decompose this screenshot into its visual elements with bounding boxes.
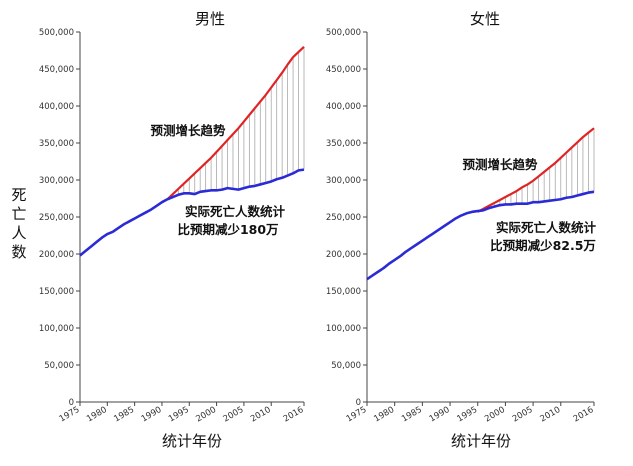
x-tick-label: 2010 [249, 405, 273, 424]
y-tick-label: 50,000 [331, 361, 361, 371]
x-tick-label: 1995 [167, 405, 191, 424]
y-tick-label: 100,000 [39, 324, 74, 334]
y-tick-label: 400,000 [39, 102, 74, 112]
y-tick-label: 0 [69, 398, 74, 408]
x-tick-label: 1975 [345, 405, 369, 424]
series-female [366, 127, 595, 281]
y-tick-label: 450,000 [326, 65, 361, 75]
x-tick-label: 2000 [483, 405, 507, 424]
annotation-projected-trend-male: 预测增长趋势 [150, 123, 226, 138]
y-tick-label: 450,000 [39, 65, 74, 75]
panel-title-female: 女性 [470, 10, 500, 28]
x-tick-label: 1990 [140, 405, 164, 424]
x-tick-label: 1985 [112, 405, 136, 424]
actual-deaths-line-male [79, 168, 305, 257]
annotation-reduction-male: 比预期减少180万 [177, 222, 278, 237]
actual-deaths-line-female [366, 190, 595, 281]
y-tick-label: 250,000 [326, 213, 361, 223]
gap-lines-male [177, 46, 305, 195]
chart-panel-female: 女性 0 50,000 100,000 150,000 200,000 250,000 30… [326, 10, 597, 450]
x-axis-label-female: 统计年份 [451, 432, 511, 450]
annotation-actual-deaths-male: 实际死亡人数统计 [185, 204, 286, 219]
y-tick-label: 300,000 [39, 176, 74, 186]
x-tick-label: 1980 [372, 405, 396, 424]
y-tick-label: 200,000 [39, 250, 74, 260]
axes-female [366, 32, 594, 403]
y-tick-label: 200,000 [326, 250, 361, 260]
x-ticks-female: 1975 1980 1985 1990 1995 2000 2005 2010 2016 [345, 402, 596, 424]
y-tick-label: 150,000 [326, 287, 361, 297]
y-axis-label: 死亡人数 [11, 186, 26, 261]
series-male [79, 46, 305, 257]
y-ticks-female: 0 50,000 100,000 150,000 200,000 250,000 300,0… [326, 28, 367, 408]
y-tick-label: 350,000 [326, 139, 361, 149]
y-ticks-male: 0 50,000 100,000 150,000 200,000 250,000 300,0… [39, 28, 80, 408]
x-tick-label: 1980 [85, 405, 109, 424]
chart-panel-male: 男性 0 50,000 100,000 150,000 200,000 250,000 30… [39, 10, 306, 450]
annotation-actual-deaths-female: 实际死亡人数统计 [496, 220, 597, 235]
y-tick-label: 350,000 [39, 139, 74, 149]
x-axis-label-male: 统计年份 [162, 432, 222, 450]
y-tick-label: 100,000 [326, 324, 361, 334]
projected-trend-line-female [477, 127, 595, 213]
projected-trend-line-male [166, 46, 305, 201]
annotation-projected-trend-female: 预测增长趋势 [462, 157, 538, 172]
y-tick-label: 150,000 [39, 287, 74, 297]
x-tick-label: 2005 [222, 405, 246, 424]
x-tick-label: 1995 [455, 405, 479, 424]
x-tick-label: 2000 [194, 405, 218, 424]
x-tick-label: 2016 [282, 405, 306, 424]
y-tick-label: 0 [356, 398, 361, 408]
x-tick-label: 2010 [539, 405, 563, 424]
x-tick-label: 2016 [572, 405, 596, 424]
x-tick-label: 1990 [428, 405, 452, 424]
y-tick-label: 500,000 [326, 28, 361, 38]
y-tick-label: 400,000 [326, 102, 361, 112]
x-ticks-male: 1975 1980 1985 1990 1995 2000 2005 2010 2016 [58, 402, 306, 424]
x-tick-label: 2005 [511, 405, 535, 424]
y-tick-label: 300,000 [326, 176, 361, 186]
y-tick-label: 500,000 [39, 28, 74, 38]
panel-title-male: 男性 [195, 10, 225, 28]
y-tick-label: 50,000 [44, 361, 74, 371]
y-tick-label: 250,000 [39, 213, 74, 223]
x-tick-label: 1985 [400, 405, 424, 424]
annotation-reduction-female: 比预期减少82.5万 [490, 238, 596, 253]
x-tick-label: 1975 [58, 405, 82, 424]
